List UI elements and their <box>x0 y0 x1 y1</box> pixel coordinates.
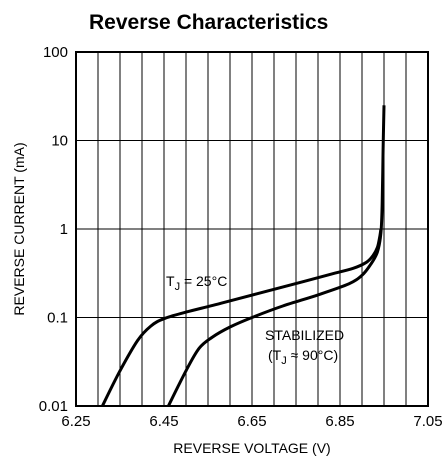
series-label-tj-25c: TJ = 25°C <box>166 273 227 293</box>
series-label-temp-value: ≈ 90°C) <box>287 347 338 363</box>
series-label-stabilized-temp: (TJ ≈ 90°C) <box>268 347 338 367</box>
y-tick-label: 0.1 <box>47 310 68 327</box>
x-tick-label: 6.65 <box>237 413 266 430</box>
x-tick-labels: 6.25 6.45 6.65 6.85 7.05 <box>61 413 442 430</box>
x-tick-label: 6.45 <box>149 413 178 430</box>
series-line-stabilized <box>167 105 386 407</box>
series-label-value: = 25°C <box>180 273 227 289</box>
x-axis-label: REVERSE VOLTAGE (V) <box>173 440 330 456</box>
y-tick-label: 100 <box>43 44 68 61</box>
chart-title: Reverse Characteristics <box>89 11 328 34</box>
y-tick-label: 0.01 <box>39 398 68 415</box>
y-tick-label: 10 <box>51 133 68 150</box>
series-label-subscript: J <box>281 355 287 367</box>
y-tick-label: 1 <box>60 221 68 238</box>
series-line-tj-25c <box>101 228 383 407</box>
y-axis-label: REVERSE CURRENT (mA) <box>11 142 27 315</box>
x-tick-label: 7.05 <box>413 413 442 430</box>
y-tick-labels: 0.01 0.1 1 10 100 <box>39 44 68 415</box>
series-label-subscript: J <box>175 281 181 293</box>
x-tick-label: 6.25 <box>61 413 90 430</box>
plot-frame <box>75 51 429 407</box>
grid-lines <box>76 52 428 406</box>
series-label-stabilized: STABILIZED <box>265 327 344 343</box>
x-tick-label: 6.85 <box>325 413 354 430</box>
series-label-paren-t: (T <box>268 347 282 363</box>
series-lines <box>101 105 386 407</box>
series-label-t: T <box>166 273 175 289</box>
